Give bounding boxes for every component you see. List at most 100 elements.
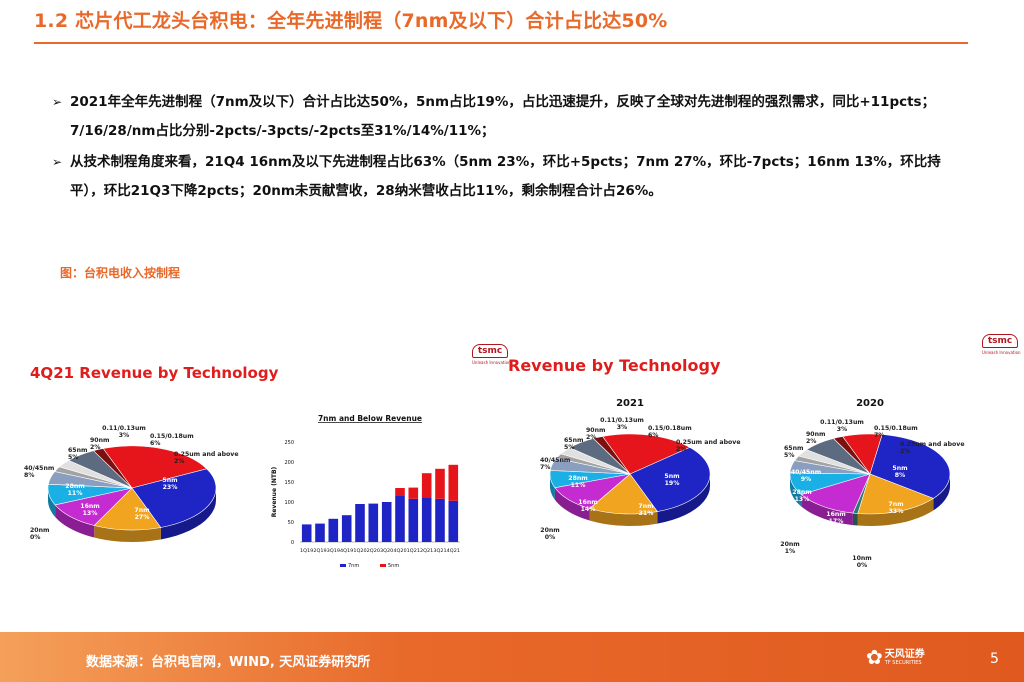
pie-label: 7nm 33% (888, 501, 903, 515)
pie-label: 20nm 0% (540, 527, 559, 541)
pie-label: 28nm 13% (792, 489, 811, 503)
bar-7nm (435, 498, 445, 542)
bullet-item: ➢ 从技术制程角度来看，21Q4 16nm及以下先进制程占比63%（5nm 23… (52, 148, 952, 206)
legend-swatch (340, 564, 346, 567)
panel3-title: Revenue by Technology (508, 356, 721, 375)
tsmc-logo-tagline: Unleash Innovation (982, 350, 1021, 355)
pie-slice (102, 445, 208, 489)
bar-7nm (421, 497, 432, 542)
y-tick-label: 250 (284, 440, 294, 446)
pie-label: 5nm 8% (892, 465, 907, 479)
bar-5nm (435, 468, 445, 499)
page-number: 5 (990, 651, 999, 667)
tsmc-logo-mark: tsmc (472, 344, 508, 358)
pie-label: 16nm 14% (578, 499, 597, 513)
title-divider (34, 42, 968, 44)
pie-label: 90nm 2% (90, 437, 109, 451)
pie-label: 16nm 17% (826, 511, 845, 525)
pie-label: 0.25um and above 2% (676, 439, 741, 453)
pie-slice-side (801, 494, 853, 526)
page-title: 1.2 芯片代工龙头台积电：全年先进制程（7nm及以下）合计占比达50% (34, 10, 668, 32)
y-tick-label: 100 (284, 500, 294, 506)
pie-slice-side (857, 498, 934, 526)
pie-label: 0.25um and above 2% (174, 451, 239, 465)
y-tick-label: 50 (288, 520, 294, 526)
chevron-right-icon: ➢ (52, 95, 63, 109)
bullet-item: ➢ 2021年全年先进制程（7nm及以下）合计占比达50%，5nm占比19%，占… (52, 88, 952, 146)
pie-label: 0.11/0.13um 3% (600, 417, 644, 431)
bullet-text: 2021年全年先进制程（7nm及以下）合计占比达50%，5nm占比19%，占比迅… (70, 94, 936, 139)
bar-chart-title: 7nm and Below Revenue (318, 414, 422, 423)
pie-label: 40/45nm 8% (24, 465, 54, 479)
bar-7nm (381, 502, 392, 542)
pie-label: 0.11/0.13um 3% (820, 419, 864, 433)
pie-slice-side (554, 487, 590, 521)
bar-7nm (408, 498, 419, 542)
pie-label: 0.15/0.18um 6% (150, 433, 194, 447)
pie-chart-2021: 2021 5nm 19% 7nm 31% 16nm 14% 20nm 0% 28nm 11% 40/4… (540, 398, 741, 541)
pie-title: 2021 (616, 398, 644, 409)
tsmc-logo: tsmc Unleash Innovation (472, 344, 511, 365)
bullet-list: ➢ 2021年全年先进制程（7nm及以下）合计占比达50%，5nm占比19%，占… (52, 88, 952, 208)
pie-label: 0.15/0.18um 7% (874, 425, 918, 439)
tsmc-logo: tsmc Unleash Innovation (982, 334, 1021, 355)
pie-label: 16nm 13% (80, 503, 99, 517)
pie-title: 2020 (856, 398, 884, 409)
pie-chart-2020: 2020 5nm 8% 7nm 33% 10nm 0% 16nm 17% 20nm 1% 28nm 13… (780, 398, 965, 569)
bar-7nm (395, 496, 405, 542)
pie-slice-side (933, 474, 950, 511)
pie-slice (93, 487, 162, 531)
pie-slice (629, 447, 711, 512)
bar-chart-7nm-below: 7nm and Below Revenue Revenue (NTB) 0 50 100… (271, 414, 460, 569)
pie-slice (800, 473, 871, 514)
pie-label: 0.11/0.13um 3% (102, 425, 146, 439)
pie-slice-side (55, 504, 95, 538)
legend-label: 5nm (388, 563, 399, 569)
pie-slice (869, 434, 951, 499)
bar-7nm (341, 515, 352, 542)
pie-slice (857, 473, 935, 515)
pie-slice-side (657, 474, 710, 524)
pie-label: 20nm 0% (30, 527, 49, 541)
pie-slice (832, 436, 871, 475)
brand-sub: TF SECURITIES (884, 659, 922, 666)
pie-label: 90nm 2% (806, 431, 825, 445)
bar-5nm (395, 488, 405, 496)
footer-bar (0, 632, 1024, 682)
pie-label: 0.25um and above 2% (900, 441, 965, 455)
pie-label: 7nm 27% (134, 507, 149, 521)
flower-icon: ✿ (866, 645, 883, 669)
pie-slice (92, 448, 133, 489)
pie-chart-4q21: 5nm 23% 7nm 27% 16nm 13% 20nm 0% 28nm 11% 40/45nm 8… (24, 425, 239, 542)
x-tick-labels: 1Q192Q193Q194Q191Q202Q203Q204Q201Q212Q21… (300, 548, 460, 554)
tsmc-logo-mark: tsmc (982, 334, 1018, 348)
bar-chart-ylabel: Revenue (NTB) (271, 466, 278, 517)
footer-source: 数据来源：台积电官网，WIND, 天风证券研究所 (86, 655, 371, 670)
pie-label: 28nm 11% (568, 475, 587, 489)
pie-label: 28nm 11% (65, 483, 84, 497)
pie-slice-side (790, 474, 802, 507)
bar-5nm (408, 487, 419, 499)
pie-slice (592, 436, 631, 475)
bar-5nm (421, 473, 432, 498)
y-tick-label: 0 (291, 540, 294, 546)
y-tick-label: 200 (284, 460, 294, 466)
pie-label: 90nm 2% (586, 427, 605, 441)
pie-label: 7nm 31% (638, 503, 653, 517)
pie-slice (588, 473, 658, 515)
pie-label: 0.15/0.18um 6% (648, 425, 692, 439)
pie-label: 65nm 5% (68, 447, 87, 461)
pie-slice-side (550, 474, 555, 500)
bar-7nm (328, 518, 339, 542)
pie-label: 40/45nm 9% (791, 469, 821, 483)
pie-label: 65nm 5% (564, 437, 583, 451)
pie-slice-side (48, 488, 56, 517)
figure-caption: 图：台积电收入按制程 (60, 266, 181, 280)
panel1-title: 4Q21 Revenue by Technology (30, 364, 279, 382)
pie-slice-side (852, 513, 858, 526)
bar-7nm (368, 503, 379, 542)
brand-name: 天风证券 (884, 648, 925, 660)
legend-label: 7nm (348, 563, 359, 569)
pie-label: 5nm 23% (162, 477, 177, 491)
pie-slice (131, 468, 217, 528)
